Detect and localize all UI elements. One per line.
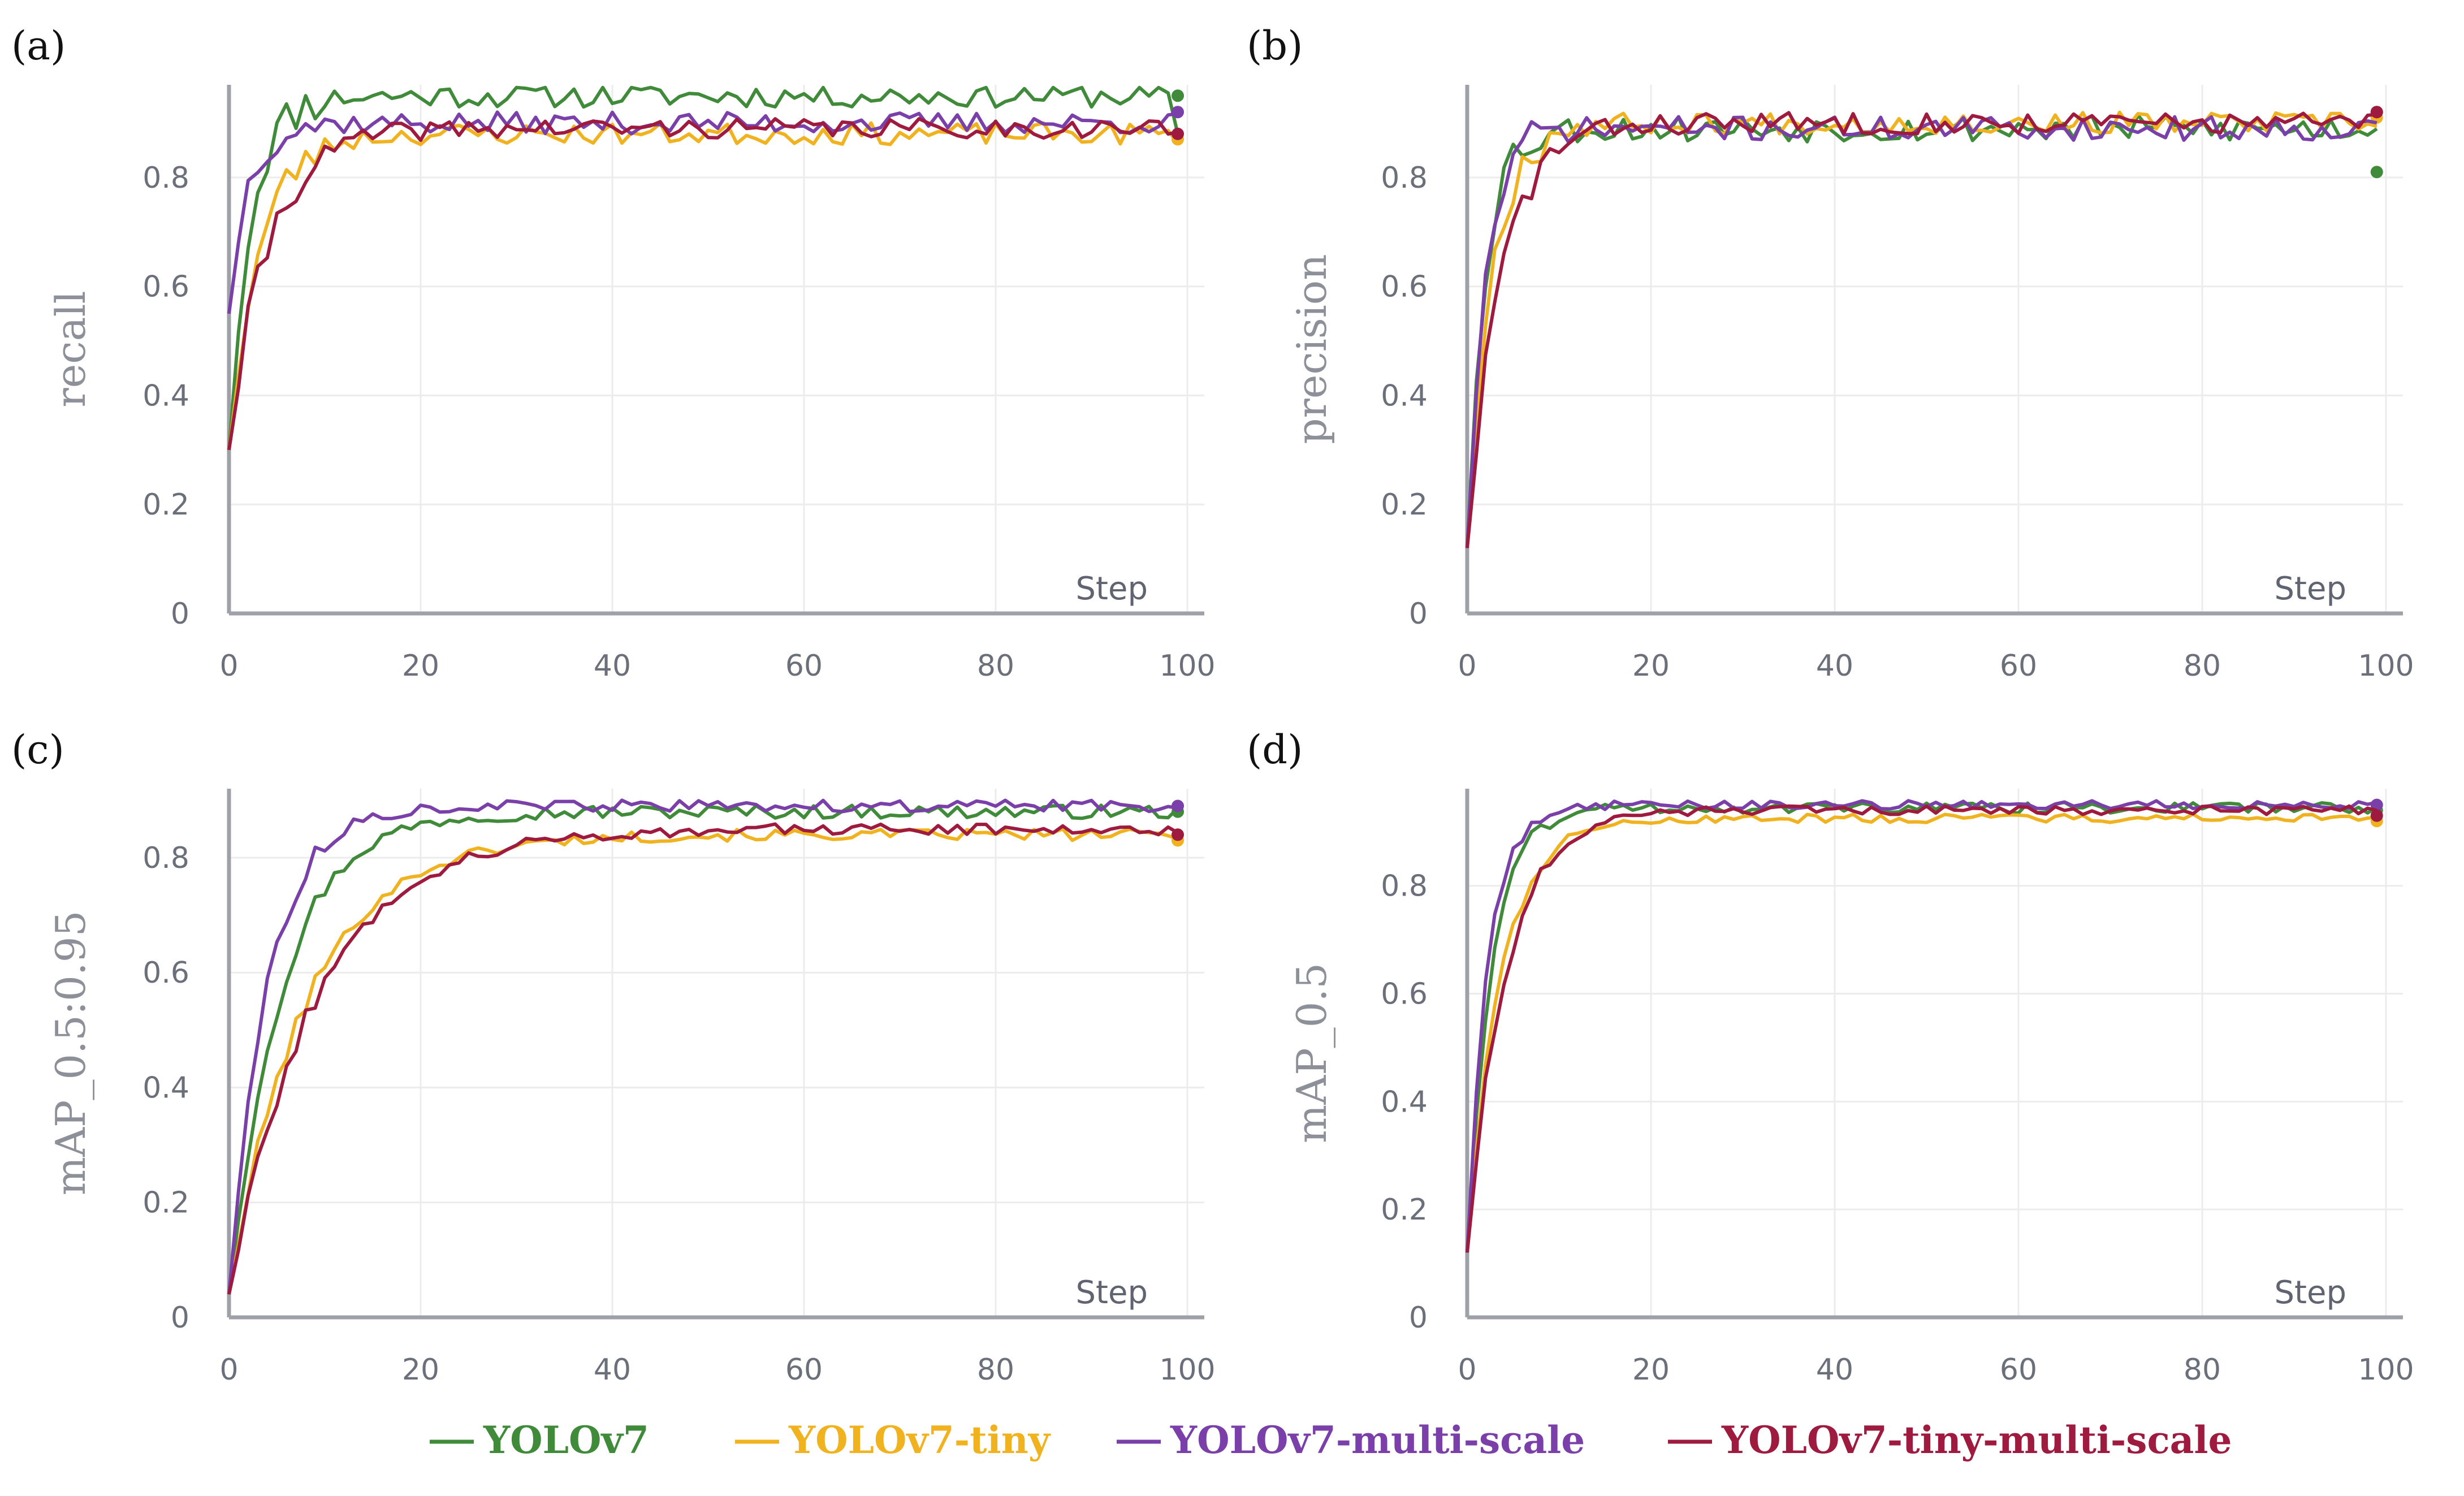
y-tick-label-b-1: 0.2 — [1381, 488, 1428, 522]
x-tick-label-d-0: 0 — [1458, 1353, 1476, 1387]
series-line-c-1 — [227, 827, 1179, 1295]
series-end-point-a-3 — [1172, 127, 1185, 140]
y-tick-label-a-1: 0.2 — [142, 488, 189, 522]
panel-label-a: (a) — [11, 23, 66, 69]
series-end-point-b-3 — [2370, 106, 2383, 119]
series-line-b-0 — [1466, 113, 2378, 548]
series-line-a-0 — [227, 85, 1180, 451]
legend-label-3: YOLOv7-tiny-multi-scale — [1721, 1418, 2232, 1462]
legend-label-2: YOLOv7-multi-scale — [1170, 1418, 1585, 1462]
series-end-point-c-3 — [1172, 828, 1185, 841]
panel-label-b: (b) — [1247, 23, 1303, 69]
y-axis-title-a: recall — [47, 291, 94, 407]
x-tick-label-d-4: 80 — [2184, 1353, 2221, 1387]
panel-label-d: (d) — [1247, 727, 1303, 773]
x-tick-label-a-3: 60 — [785, 649, 823, 683]
x-tick-label-d-2: 40 — [1816, 1353, 1853, 1387]
series-end-point-a-0 — [1172, 89, 1185, 102]
x-tick-label-a-5: 100 — [1159, 649, 1215, 683]
y-tick-label-c-3: 0.6 — [142, 956, 189, 990]
series-line-d-3 — [1466, 804, 2377, 1253]
panel-d: 0 0.2 0.4 0.6 0.8 0 20 40 60 80 100 Step mAP_0.5 (d) — [1247, 727, 2414, 1387]
legend: YOLOv7 YOLOv7-tiny YOLOv7-multi-scale YOLOv… — [430, 1418, 2232, 1462]
panel-label-c: (c) — [11, 727, 64, 773]
y-tick-label-a-0: 0 — [171, 597, 189, 631]
series-line-c-3 — [227, 822, 1179, 1295]
series-end-point-c-2 — [1172, 799, 1185, 812]
x-tick-label-c-2: 40 — [594, 1353, 631, 1387]
panel-c: 0 0.2 0.4 0.6 0.8 0 20 40 60 80 100 Step mAP_0.5:0.9… — [11, 727, 1216, 1387]
x-axis-title-c: Step — [1075, 1274, 1148, 1311]
y-axis-title-b: precision — [1288, 254, 1335, 444]
series-line-a-3 — [227, 117, 1178, 451]
series-line-b-3 — [1466, 111, 2377, 548]
series-end-point-d-3 — [2370, 809, 2383, 822]
series-end-point-a-2 — [1172, 106, 1185, 119]
series-line-a-1 — [227, 121, 1179, 451]
series-line-c-0 — [227, 803, 1179, 1295]
legend-label-1: YOLOv7-tiny — [788, 1418, 1051, 1462]
series-line-b-2 — [1466, 115, 2377, 548]
x-tick-label-c-1: 20 — [402, 1353, 439, 1387]
x-axis-title-b: Step — [2274, 570, 2346, 607]
x-tick-label-a-1: 20 — [402, 649, 439, 683]
legend-label-0: YOLOv7 — [483, 1418, 649, 1462]
x-tick-label-d-1: 20 — [1632, 1353, 1670, 1387]
y-axis-title-c: mAP_0.5:0.95 — [47, 911, 94, 1196]
y-tick-label-d-2: 0.4 — [1381, 1085, 1428, 1119]
series-line-a-2 — [227, 110, 1178, 314]
series-line-d-1 — [1466, 812, 2377, 1253]
y-tick-label-b-3: 0.6 — [1381, 270, 1428, 304]
x-tick-label-c-5: 100 — [1159, 1353, 1215, 1387]
panel-b: 0 0.2 0.4 0.6 0.8 0 20 40 60 80 100 Step precision (b… — [1247, 23, 2414, 683]
y-tick-label-c-1: 0.2 — [142, 1186, 189, 1220]
x-tick-label-d-3: 60 — [2000, 1353, 2037, 1387]
panel-a: 0 0.2 0.4 0.6 0.8 0 20 40 60 80 100 Step recall (a) — [11, 23, 1216, 683]
y-tick-label-c-2: 0.4 — [142, 1071, 189, 1105]
y-axis-title-d: mAP_0.5 — [1288, 963, 1335, 1143]
series-line-d-2 — [1466, 799, 2377, 1253]
y-tick-label-b-4: 0.8 — [1381, 161, 1428, 195]
y-tick-label-d-3: 0.6 — [1381, 978, 1428, 1011]
x-tick-label-a-0: 0 — [219, 649, 238, 683]
y-tick-label-a-4: 0.8 — [142, 161, 189, 195]
x-tick-label-b-5: 100 — [2358, 649, 2414, 683]
x-tick-label-c-0: 0 — [219, 1353, 238, 1387]
y-tick-label-b-2: 0.4 — [1381, 379, 1428, 413]
series-line-c-2 — [227, 798, 1178, 1295]
x-tick-label-b-4: 80 — [2184, 649, 2221, 683]
x-tick-label-d-5: 100 — [2358, 1353, 2414, 1387]
y-tick-label-d-0: 0 — [1409, 1301, 1428, 1335]
x-axis-title-d: Step — [2274, 1274, 2346, 1311]
x-tick-label-b-2: 40 — [1816, 649, 1853, 683]
x-axis-title-a: Step — [1075, 570, 1148, 607]
x-tick-label-b-0: 0 — [1458, 649, 1476, 683]
x-tick-label-a-4: 80 — [977, 649, 1014, 683]
x-tick-label-c-3: 60 — [785, 1353, 823, 1387]
panels: 00.20.40.60.80 20 40 60 80 100Steprecall(a)00… — [11, 23, 2414, 1387]
x-tick-label-c-4: 80 — [977, 1353, 1014, 1387]
y-tick-label-b-0: 0 — [1409, 597, 1428, 631]
y-tick-label-d-4: 0.8 — [1381, 870, 1428, 903]
x-tick-label-b-1: 20 — [1632, 649, 1670, 683]
y-tick-label-c-0: 0 — [171, 1301, 189, 1335]
series-line-d-0 — [1466, 801, 2378, 1253]
y-tick-label-a-2: 0.4 — [142, 379, 189, 413]
x-tick-label-b-3: 60 — [2000, 649, 2037, 683]
series-end-point-b-0 — [2370, 166, 2383, 179]
x-tick-label-a-2: 40 — [594, 649, 631, 683]
y-tick-label-d-1: 0.2 — [1381, 1193, 1428, 1227]
y-tick-label-a-3: 0.6 — [142, 270, 189, 304]
y-tick-label-c-4: 0.8 — [142, 841, 189, 875]
